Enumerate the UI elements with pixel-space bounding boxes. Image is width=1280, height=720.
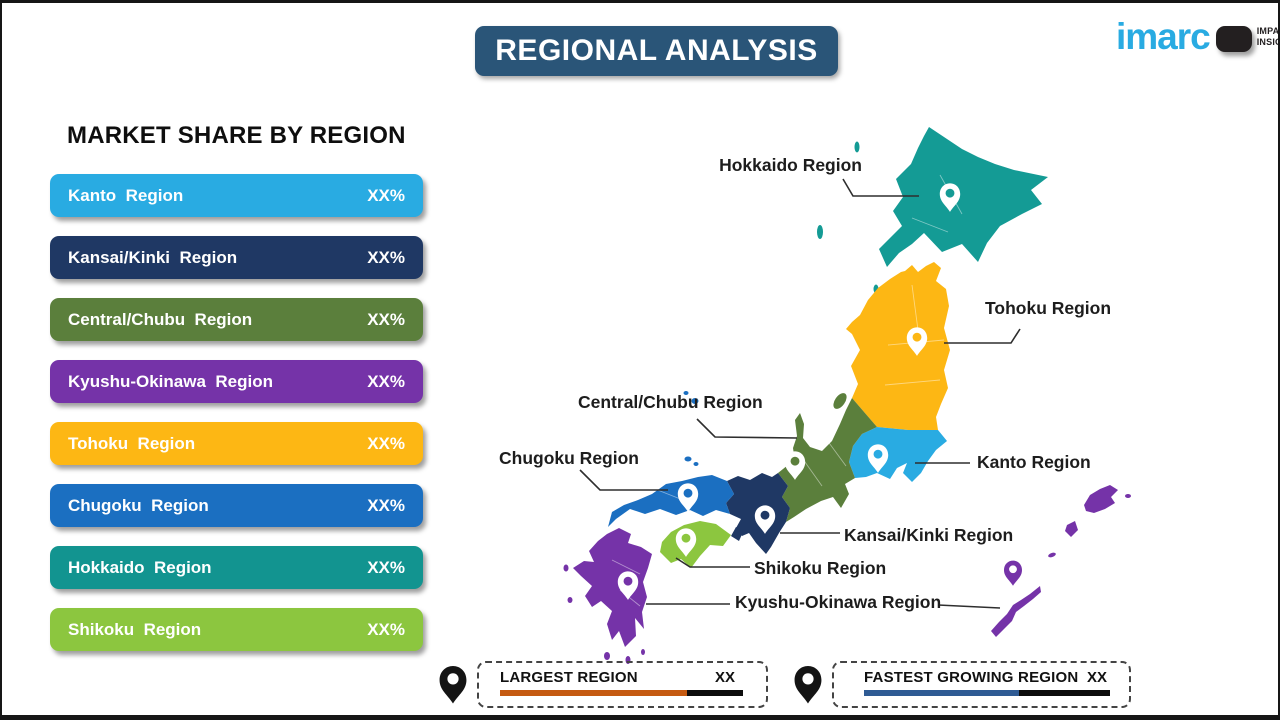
bar-label: Tohoku Region [68, 433, 196, 453]
map-island-amami [1084, 485, 1118, 513]
map-label-chugoku: Chugoku Region [499, 448, 639, 468]
map-island-amami-speck [1125, 494, 1131, 498]
map-island-west-kyushu [567, 597, 573, 603]
map-label-kyushu-okinawa: Kyushu-Okinawa Region [735, 592, 942, 612]
bar-label: Hokkaido Region [68, 557, 212, 577]
page-title: REGIONAL ANALYSIS [495, 34, 818, 67]
map-label-hokkaido: Hokkaido Region [719, 155, 862, 175]
bar-chubu: Central/Chubu Region XX% [50, 298, 423, 341]
map-region-chugoku [608, 475, 734, 527]
map-island-speck-2 [691, 398, 699, 404]
map-region-shikoku [660, 521, 731, 568]
map-pin-chubu [784, 451, 806, 480]
legend-largest-label: LARGEST REGION [500, 669, 638, 686]
bar-value: XX% [367, 247, 405, 267]
map-region-kanto [849, 427, 947, 482]
map-label-shikoku: Shikoku Region [754, 558, 887, 578]
bar-value: XX% [367, 619, 405, 639]
map-region-kyushu [573, 528, 652, 647]
bar-label: Kanto Region [68, 185, 184, 205]
map-island-tanegashima [604, 652, 610, 660]
legend-largest-region: LARGEST REGION XX [477, 661, 768, 708]
imarc-logo: imarc IMPACTFUL INSIGHTS [1116, 18, 1280, 55]
connector-kyushu-right [937, 604, 1001, 609]
connector-chugoku [579, 469, 668, 491]
legend-largest-bar-fill [500, 690, 688, 696]
bar-kansai: Kansai/Kinki Region XX% [50, 236, 423, 279]
logo-tagline: IMPACTFUL INSIGHTS [1257, 26, 1280, 49]
map-label-chubu: Central/Chubu Region [578, 392, 763, 412]
legend-largest-bar [500, 690, 743, 696]
map-pin-kyushu [617, 571, 639, 600]
map-label-kansai: Kansai/Kinki Region [844, 525, 1014, 545]
map-pin-chugoku [677, 483, 699, 512]
bar-value: XX% [367, 185, 405, 205]
logo-tagline-line1: IMPACTFUL [1256, 26, 1280, 36]
legend-fastest-bar-fill [864, 690, 1019, 696]
bar-value: XX% [367, 557, 405, 577]
market-share-heading: MARKET SHARE BY REGION [67, 122, 406, 149]
map-island-tokunoshima [1065, 521, 1078, 537]
bar-label: Kansai/Kinki Region [68, 247, 238, 267]
legend-fastest-value: XX [1086, 669, 1107, 686]
map-island-okushiri [817, 225, 823, 239]
map-pin-hokkaido [939, 183, 961, 212]
market-share-list: Kanto Region XX% Kansai/Kinki Region XX%… [50, 174, 423, 651]
bar-value: XX% [367, 495, 405, 515]
map-island-okinoerabu [1048, 552, 1056, 558]
bar-value: XX% [367, 433, 405, 453]
map-island-oki-1 [684, 456, 692, 462]
bar-chugoku: Chugoku Region XX% [50, 484, 423, 527]
bar-label: Chugoku Region [68, 495, 209, 515]
connector-tohoku [944, 328, 1021, 344]
map-island-sado [833, 393, 847, 409]
legend-pin-largest [439, 666, 467, 704]
bar-label: Kyushu-Okinawa Region [68, 371, 273, 391]
logo-tagline-line2: INSIGHTS [1256, 37, 1280, 48]
map-region-hokkaido [879, 127, 1048, 267]
connector-chubu [696, 418, 798, 439]
legend-largest-value: XX [714, 669, 735, 686]
logo-divider [1215, 26, 1252, 52]
map-region-tohoku [846, 262, 950, 430]
bar-shikoku: Shikoku Region XX% [50, 608, 423, 651]
map-pin-tohoku [906, 327, 928, 356]
legend-fastest-bar [864, 690, 1110, 696]
map-pin-kansai [754, 505, 776, 534]
title-banner: REGIONAL ANALYSIS [475, 26, 838, 76]
bar-hokkaido: Hokkaido Region XX% [50, 546, 423, 589]
bar-label: Shikoku Region [68, 619, 202, 639]
map-pin-kanto [867, 444, 889, 473]
map-label-kanto: Kanto Region [977, 452, 1091, 472]
bar-value: XX% [367, 309, 405, 329]
map-island-south-speck [641, 649, 645, 655]
map-label-tohoku: Tohoku Region [985, 298, 1112, 318]
map-region-chubu [778, 398, 877, 522]
bar-kanto: Kanto Region XX% [50, 174, 423, 217]
map-pin-shikoku [675, 528, 697, 557]
connector-shikoku [675, 557, 750, 568]
bar-label: Central/Chubu Region [68, 309, 253, 329]
legend-pin-fastest [794, 666, 822, 704]
bar-value: XX% [367, 371, 405, 391]
map-island-awaji [731, 527, 743, 541]
map-island-speck-1 [683, 391, 689, 395]
legend-fastest-label: FASTEST GROWING REGION [864, 669, 1079, 686]
map-island-oki-2 [693, 462, 699, 466]
bar-kyushu-okinawa: Kyushu-Okinawa Region XX% [50, 360, 423, 403]
map-island-okinawa-main [991, 586, 1041, 637]
connector-hokkaido [842, 178, 919, 197]
map-pin-okinawa [1004, 560, 1022, 586]
legend-fastest-region: FASTEST GROWING REGION XX [832, 661, 1131, 708]
logo-wordmark: imarc [1116, 16, 1211, 57]
map-island-goto [563, 564, 569, 572]
bar-tohoku: Tohoku Region XX% [50, 422, 423, 465]
map-island-rishiri [854, 141, 860, 153]
